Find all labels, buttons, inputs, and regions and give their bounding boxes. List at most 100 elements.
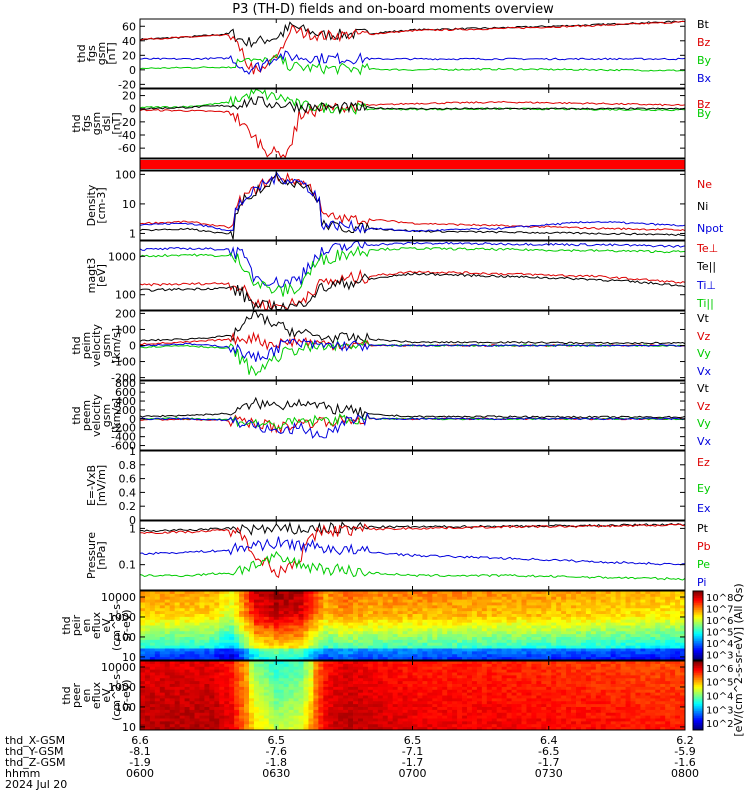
peir_spec-cell [462, 597, 467, 600]
peer_spec-cell [422, 713, 427, 716]
peir_spec-cell [586, 611, 591, 614]
peer_spec-cell [413, 710, 418, 713]
peir_spec-cell [185, 614, 190, 617]
peer_spec-cell [546, 719, 551, 722]
peir_spec-cell [259, 640, 264, 643]
peir_spec-cell [517, 614, 522, 617]
peer_spec-cell [318, 681, 323, 684]
peir_spec-cell [477, 603, 482, 606]
peir_spec-cell [318, 631, 323, 634]
peir_spec-cell [239, 597, 244, 600]
peer_spec-cell [447, 698, 452, 701]
peer_spec-cell [487, 724, 492, 727]
peir_spec-cell [606, 646, 611, 649]
peer_spec-cell [150, 667, 155, 670]
peir_spec-cell [487, 631, 492, 634]
peir_spec-cell [254, 626, 259, 629]
peer_spec-cell [328, 713, 333, 716]
peer_spec-cell [403, 693, 408, 696]
peir_spec-cell [155, 597, 160, 600]
peir_spec-cell [145, 643, 150, 646]
peer_spec-cell [185, 681, 190, 684]
peer_spec-cell [219, 673, 224, 676]
peir_spec-cell [417, 634, 422, 637]
peer_spec-cell [492, 716, 497, 719]
peer_spec-cell [536, 667, 541, 670]
peer_spec-cell [398, 670, 403, 673]
peer_spec-cell [373, 684, 378, 687]
peir_spec-cell [531, 603, 536, 606]
peir_spec-cell [204, 614, 209, 617]
peir_spec-cell [417, 631, 422, 634]
peer_spec-cell [269, 713, 274, 716]
peer_spec-cell [209, 704, 214, 707]
peir_spec-cell [269, 611, 274, 614]
peir_spec-cell [442, 620, 447, 623]
peir_spec-cell [586, 597, 591, 600]
peir_spec-cell [219, 626, 224, 629]
peir_spec-cell [531, 620, 536, 623]
peer_spec-cell [249, 675, 254, 678]
peir_spec-cell [522, 628, 527, 631]
peir_spec-cell [536, 603, 541, 606]
peer_spec-cell [536, 675, 541, 678]
peer_spec-cell [328, 698, 333, 701]
peer_spec-cell [551, 681, 556, 684]
peir_spec-cell [170, 631, 175, 634]
peir_spec-cell [229, 646, 234, 649]
peir_spec-cell [308, 651, 313, 654]
peir_spec-cell [393, 634, 398, 637]
peir_spec-cell [487, 637, 492, 640]
peer_spec-cell [289, 667, 294, 670]
peir_spec-cell [417, 603, 422, 606]
peir_spec-cell [660, 614, 665, 617]
peer_spec-cell [323, 684, 328, 687]
peir_spec-cell [650, 614, 655, 617]
peer_spec-cell [204, 681, 209, 684]
peer_spec-cell [378, 690, 383, 693]
peer_spec-cell [259, 681, 264, 684]
peer_spec-cell [368, 696, 373, 699]
peir_spec-cell [308, 631, 313, 634]
peir_spec-cell [313, 617, 318, 620]
peer_spec-cell [447, 684, 452, 687]
peem_velocity-legend-Vx: Vx [697, 435, 712, 448]
peer_spec-cell [512, 719, 517, 722]
peir_spec-cell [645, 603, 650, 606]
peir_spec-cell [640, 614, 645, 617]
peer_spec-cell [522, 670, 527, 673]
peer_spec-cell [323, 675, 328, 678]
peir_spec-cell [477, 643, 482, 646]
peir_spec-cell [373, 646, 378, 649]
peir_spec-cell [249, 634, 254, 637]
peer_spec-cell [209, 713, 214, 716]
peir_spec-cell [165, 605, 170, 608]
peir_spec-cell [427, 620, 432, 623]
peir_spec-cell [422, 614, 427, 617]
peer_spec-cell [209, 675, 214, 678]
peer_spec-cell [318, 704, 323, 707]
peir_spec-cell [289, 600, 294, 603]
peir_spec-cell [254, 605, 259, 608]
peir_spec-cell [621, 626, 626, 629]
peir_spec-cell [561, 649, 566, 652]
peer_spec-cell [487, 721, 492, 724]
peir_spec-cell [596, 654, 601, 657]
peer_spec-cell [180, 719, 185, 722]
peer_spec-cell [180, 687, 185, 690]
pressure-ylabel-line: [nPa] [95, 541, 108, 569]
peir_spec-cell [254, 649, 259, 652]
peer_spec-cell [239, 681, 244, 684]
peir_spec-cell [665, 643, 670, 646]
peir_spec-cell [299, 600, 304, 603]
peer_spec-cell [190, 678, 195, 681]
peer_spec-cell [249, 664, 254, 667]
peir_spec-cell [398, 608, 403, 611]
peir_spec-cell [358, 640, 363, 643]
peer_spec-cell [502, 693, 507, 696]
peer_spec-cell [249, 690, 254, 693]
peir_spec-cell [199, 631, 204, 634]
peir_spec-cell [635, 651, 640, 654]
peer_spec-cell [526, 670, 531, 673]
peer_spec-cell [462, 713, 467, 716]
